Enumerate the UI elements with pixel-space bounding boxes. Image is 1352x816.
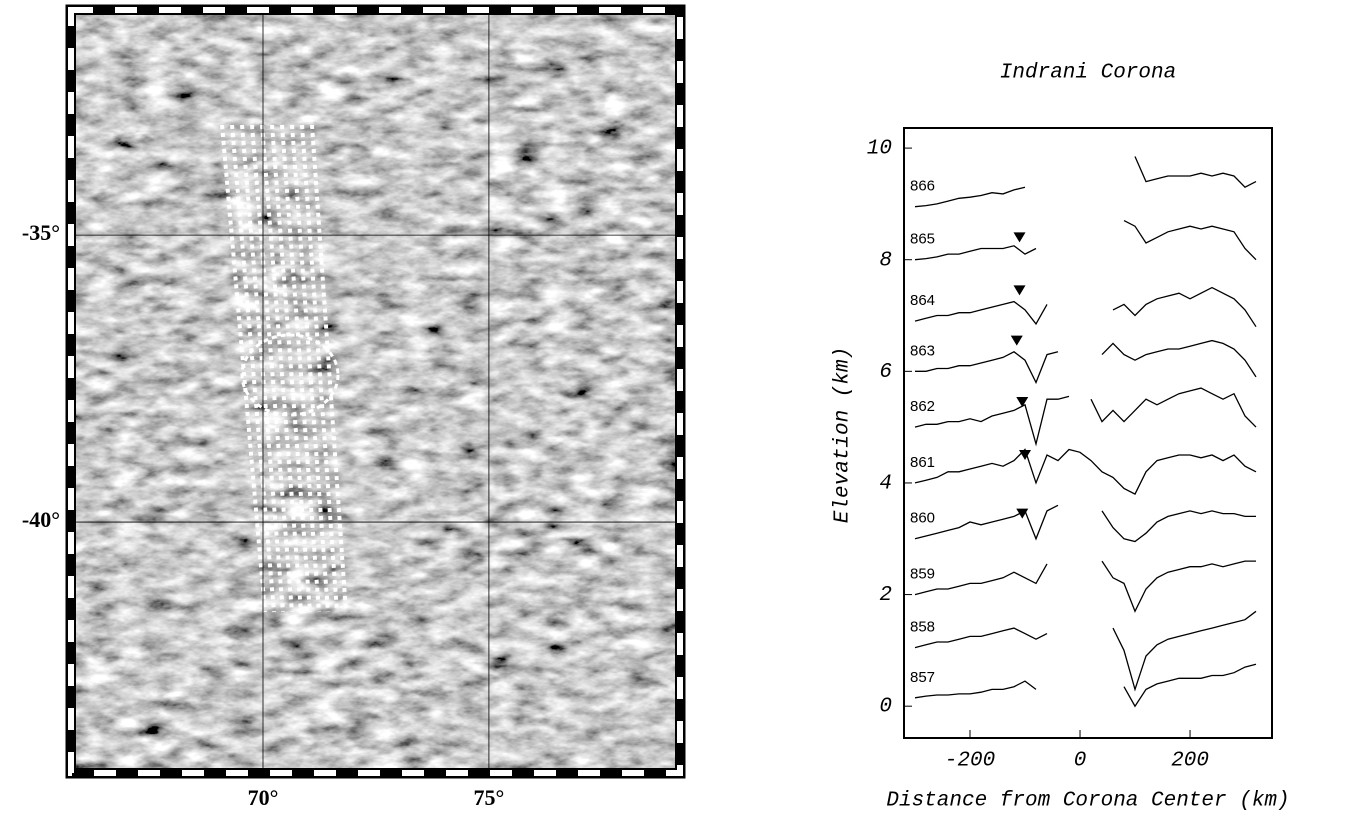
x-axis-label: Distance from Corona Center (km) bbox=[886, 790, 1289, 813]
profile-line bbox=[914, 286, 1257, 328]
profile-line bbox=[914, 387, 1257, 447]
tracks bbox=[220, 124, 348, 613]
plot-frame bbox=[903, 127, 1273, 739]
chart-title: Indrani Corona bbox=[1000, 62, 1176, 85]
profile-marker bbox=[1013, 285, 1026, 296]
x-tick-label: 200 bbox=[1171, 750, 1209, 773]
profile-marker bbox=[1013, 232, 1026, 243]
y-tick-label: 10 bbox=[867, 138, 892, 161]
series-label: 863 bbox=[910, 342, 935, 359]
series-label: 861 bbox=[910, 454, 935, 471]
y-tick-label: -35° bbox=[22, 220, 60, 245]
series-label: 859 bbox=[910, 566, 935, 583]
y-tick-label: 8 bbox=[879, 249, 892, 272]
profile-line bbox=[915, 339, 1257, 385]
series-label: 862 bbox=[910, 398, 935, 415]
corona-outline bbox=[240, 333, 340, 417]
series-label: 864 bbox=[910, 292, 935, 309]
series-label: 857 bbox=[910, 669, 935, 686]
map-border bbox=[65, 4, 686, 779]
series-label: 858 bbox=[910, 619, 935, 636]
profile-line bbox=[914, 663, 1257, 708]
series-label: 865 bbox=[910, 231, 935, 248]
y-tick-label: 2 bbox=[879, 584, 892, 607]
x-tick-label: 75° bbox=[474, 785, 505, 810]
y-tick-label: 0 bbox=[879, 696, 892, 719]
profile-marker bbox=[1016, 397, 1029, 408]
series-label: 860 bbox=[910, 510, 935, 527]
y-tick-label: 6 bbox=[879, 361, 892, 384]
x-tick-label: 70° bbox=[248, 785, 279, 810]
series-label: 866 bbox=[910, 178, 935, 195]
profile-line bbox=[914, 560, 1256, 613]
map-image bbox=[66, 5, 685, 778]
y-axis-label: Elevation (km) bbox=[832, 347, 855, 523]
y-tick-label: 4 bbox=[879, 472, 892, 495]
y-tick-label: -40° bbox=[22, 507, 60, 532]
map-frame-dashes bbox=[68, 7, 683, 776]
x-tick-label: 0 bbox=[1074, 750, 1087, 773]
profile-line bbox=[914, 504, 1256, 543]
profile-line bbox=[914, 610, 1257, 692]
profile-marker bbox=[1016, 508, 1029, 519]
profile-marker bbox=[1010, 335, 1023, 346]
profile-line bbox=[914, 220, 1257, 261]
profile-line bbox=[914, 156, 1257, 208]
x-tick-label: -200 bbox=[945, 750, 995, 773]
profile-line bbox=[914, 448, 1257, 495]
profile-marker bbox=[1019, 450, 1032, 461]
